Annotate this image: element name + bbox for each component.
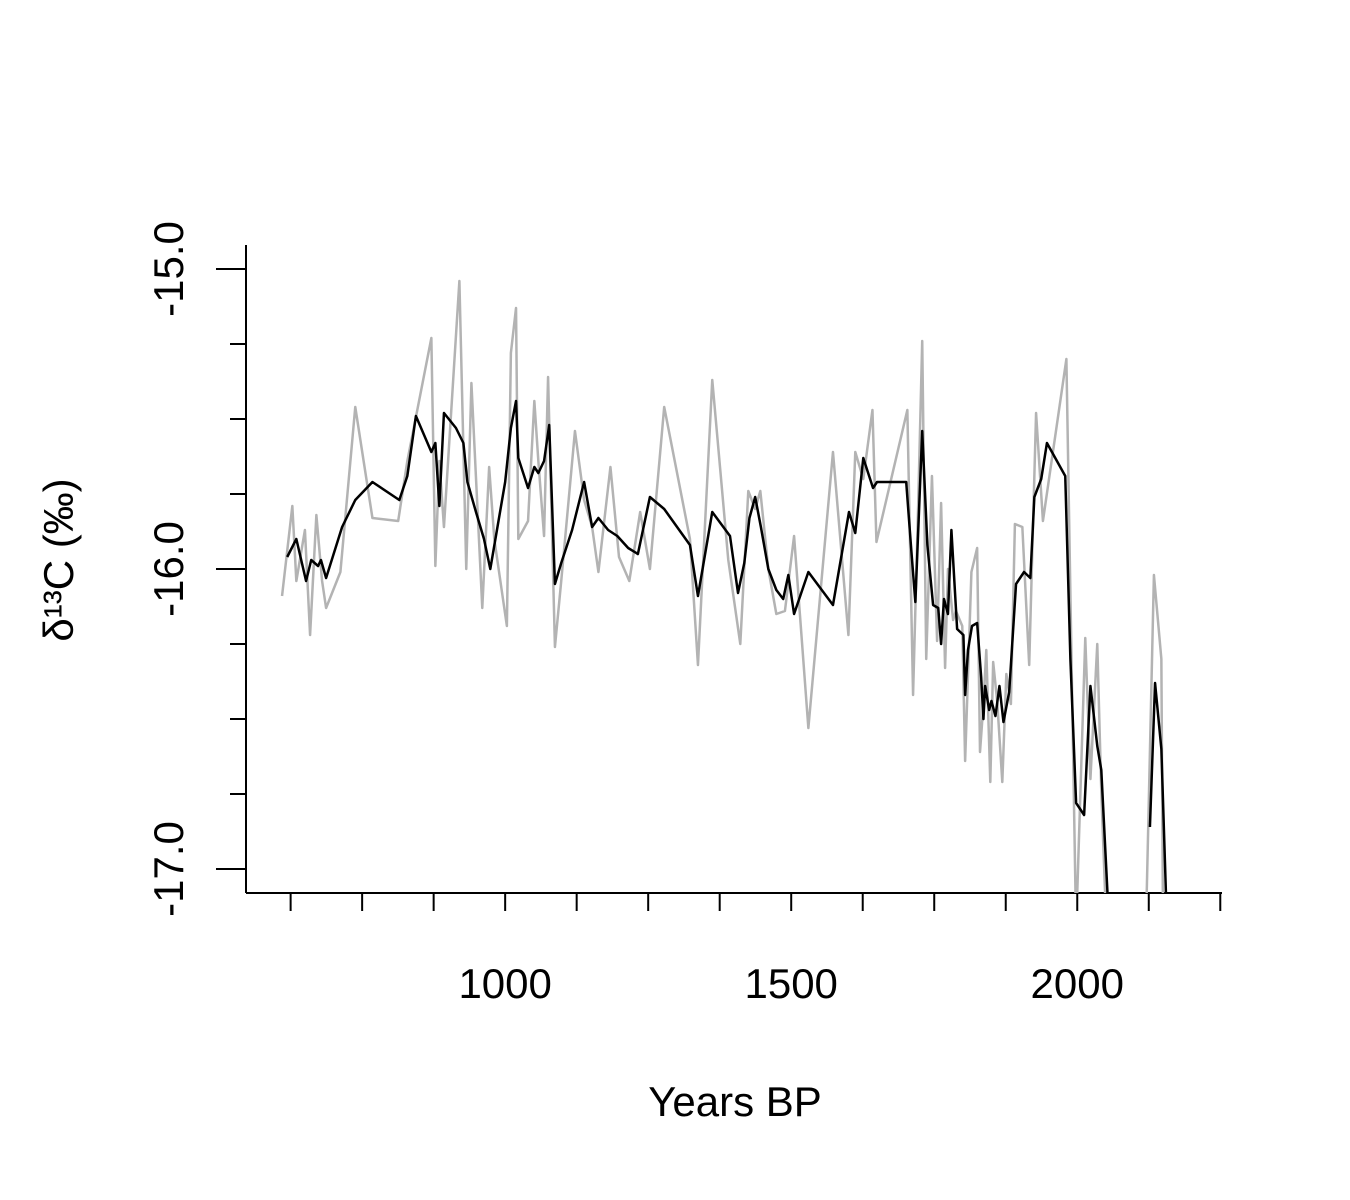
y-tick-label: -16.0 xyxy=(145,521,192,617)
x-tick-label: 1500 xyxy=(744,960,837,1007)
x-tick-label: 1000 xyxy=(458,960,551,1007)
y-tick-label: -15.0 xyxy=(145,221,192,317)
plot-area xyxy=(280,279,1168,893)
data-line xyxy=(286,399,1168,893)
data-line xyxy=(280,279,1165,893)
x-axis-title: Years BP xyxy=(648,1078,822,1125)
y-tick-label: -17.0 xyxy=(145,821,192,917)
x-tick-label: 2000 xyxy=(1031,960,1124,1007)
y-axis-title: δ¹³C (‰) xyxy=(35,478,82,641)
